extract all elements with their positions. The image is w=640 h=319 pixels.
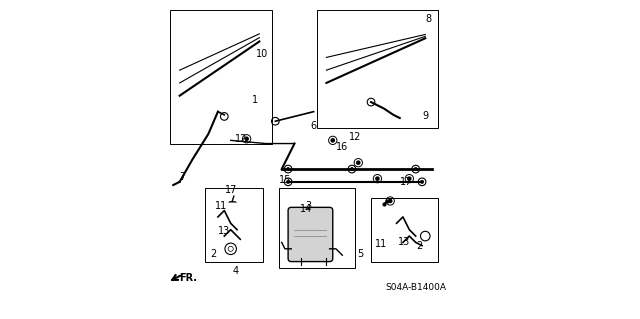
Text: FR.: FR. <box>180 272 198 283</box>
Text: 4: 4 <box>232 266 239 276</box>
Text: 2: 2 <box>417 241 423 251</box>
Text: 2: 2 <box>210 249 216 259</box>
Text: 14: 14 <box>300 204 312 214</box>
Text: 9: 9 <box>422 111 428 122</box>
Text: 13: 13 <box>218 226 230 236</box>
Text: 1: 1 <box>252 95 258 106</box>
FancyBboxPatch shape <box>288 207 333 262</box>
Bar <box>317 10 438 128</box>
Text: 3: 3 <box>306 201 312 211</box>
Circle shape <box>356 161 360 164</box>
Text: 8: 8 <box>426 14 431 24</box>
Text: 17: 17 <box>400 177 412 187</box>
Text: 11: 11 <box>215 201 227 211</box>
Circle shape <box>388 199 392 203</box>
Circle shape <box>331 139 334 142</box>
Text: 12: 12 <box>235 134 247 144</box>
Bar <box>170 10 272 144</box>
Text: 17: 17 <box>225 185 237 195</box>
Text: 7: 7 <box>179 172 186 182</box>
Circle shape <box>414 167 417 171</box>
Text: 16: 16 <box>335 142 348 152</box>
Bar <box>205 188 262 262</box>
Bar <box>278 188 355 268</box>
Text: 5: 5 <box>356 249 363 259</box>
Text: 11: 11 <box>376 239 388 249</box>
Text: 10: 10 <box>256 49 268 59</box>
Circle shape <box>287 180 290 183</box>
Circle shape <box>408 177 411 180</box>
Circle shape <box>287 167 290 171</box>
Circle shape <box>245 137 248 140</box>
Circle shape <box>350 167 353 171</box>
Bar <box>371 198 438 262</box>
Text: 6: 6 <box>310 121 316 131</box>
Circle shape <box>420 180 424 183</box>
Text: S04A-B1400A: S04A-B1400A <box>385 283 446 292</box>
Circle shape <box>376 177 379 180</box>
Text: 15: 15 <box>280 175 292 185</box>
Text: 12: 12 <box>349 132 361 142</box>
Text: 13: 13 <box>398 237 410 248</box>
